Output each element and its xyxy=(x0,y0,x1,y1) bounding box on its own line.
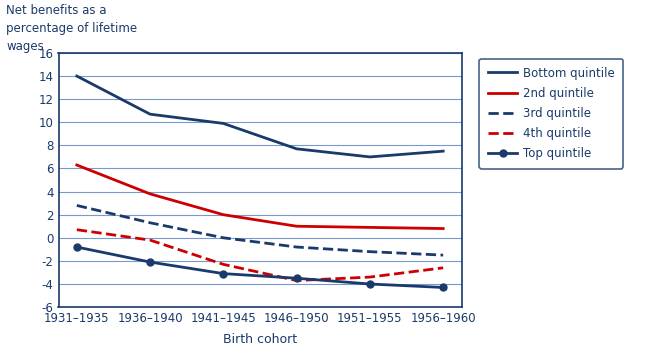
Top quintile xyxy=(220,271,228,276)
Top quintile xyxy=(439,285,447,289)
Bottom quintile xyxy=(366,155,374,159)
2nd quintile xyxy=(439,226,447,231)
Bottom quintile xyxy=(73,74,81,78)
Line: Top quintile: Top quintile xyxy=(73,244,447,291)
Top quintile xyxy=(366,282,374,286)
Top quintile xyxy=(146,260,154,264)
3rd quintile xyxy=(73,203,81,208)
X-axis label: Birth cohort: Birth cohort xyxy=(223,333,297,346)
4th quintile xyxy=(366,275,374,279)
Line: 3rd quintile: 3rd quintile xyxy=(77,205,443,255)
Bottom quintile xyxy=(292,147,300,151)
Line: 4th quintile: 4th quintile xyxy=(77,230,443,281)
4th quintile xyxy=(292,279,300,283)
4th quintile xyxy=(73,228,81,232)
Legend: Bottom quintile, 2nd quintile, 3rd quintile, 4th quintile, Top quintile: Bottom quintile, 2nd quintile, 3rd quint… xyxy=(480,59,623,169)
2nd quintile xyxy=(146,192,154,196)
Top quintile xyxy=(73,245,81,249)
Text: Net benefits as a
percentage of lifetime
wages: Net benefits as a percentage of lifetime… xyxy=(6,4,138,53)
4th quintile xyxy=(146,238,154,242)
Bottom quintile xyxy=(439,149,447,153)
2nd quintile xyxy=(73,163,81,167)
4th quintile xyxy=(220,262,228,267)
Line: 2nd quintile: 2nd quintile xyxy=(77,165,443,228)
2nd quintile xyxy=(220,213,228,217)
3rd quintile xyxy=(439,253,447,257)
2nd quintile xyxy=(366,225,374,229)
3rd quintile xyxy=(366,250,374,254)
Top quintile xyxy=(292,276,300,280)
Bottom quintile xyxy=(146,112,154,116)
Line: Bottom quintile: Bottom quintile xyxy=(77,76,443,157)
2nd quintile xyxy=(292,224,300,228)
4th quintile xyxy=(439,266,447,270)
3rd quintile xyxy=(292,245,300,249)
3rd quintile xyxy=(220,236,228,240)
Bottom quintile xyxy=(220,121,228,126)
3rd quintile xyxy=(146,221,154,225)
